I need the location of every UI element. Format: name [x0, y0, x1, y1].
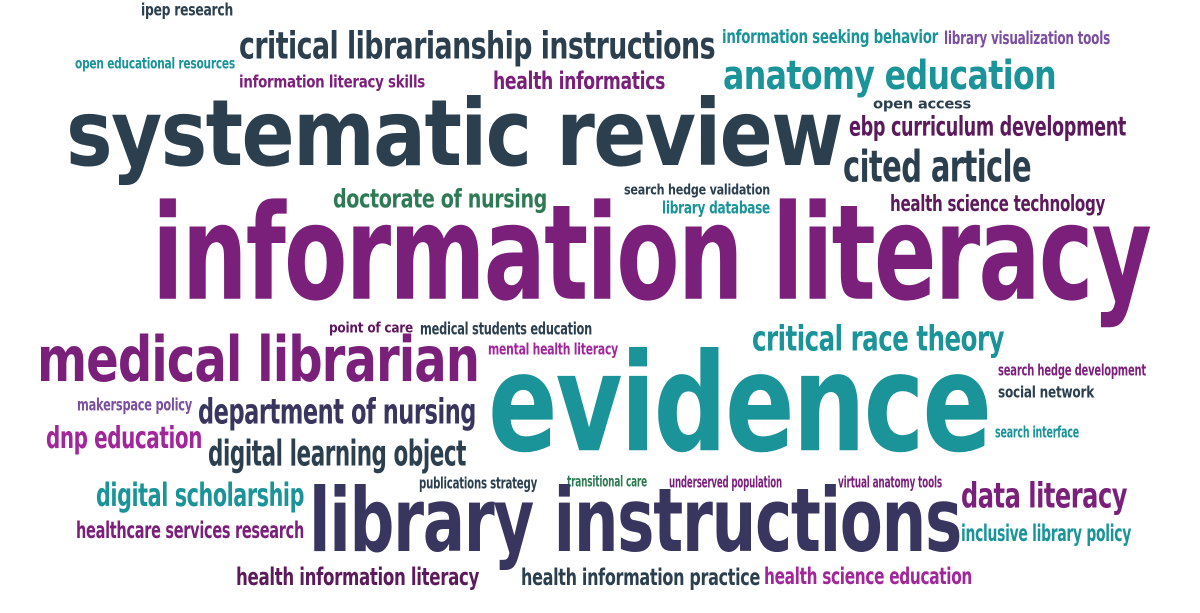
word-open-access: open access — [873, 95, 971, 113]
word-library-instructions: library instructions — [309, 470, 962, 573]
word-ipep-research: ipep research — [141, 0, 233, 20]
word-critical-librarianship-instructions: critical librarianship instructions — [239, 24, 716, 68]
word-dnp-education: dnp education — [46, 420, 202, 456]
word-publications-strategy: publications strategy — [419, 474, 538, 493]
word-health-information-practice: health information practice — [521, 564, 760, 592]
word-social-network: social network — [998, 383, 1095, 402]
word-point-of-care: point of care — [329, 319, 414, 337]
word-open-educational-resources: open educational resources — [75, 54, 235, 73]
word-department-of-nursing: department of nursing — [198, 392, 476, 433]
word-virtual-anatomy-tools: virtual anatomy tools — [838, 473, 943, 492]
word-medical-librarian: medical librarian — [37, 324, 480, 397]
word-library-visualization-tools: library visualization tools — [944, 27, 1111, 49]
word-search-interface: search interface — [995, 423, 1080, 442]
word-transitional-care: transitional care — [567, 472, 647, 491]
word-health-science-technology: health science technology — [890, 190, 1106, 217]
word-cited-article: cited article — [843, 140, 1032, 193]
word-digital-scholarship: digital scholarship — [96, 477, 305, 514]
word-health-informatics: health informatics — [493, 67, 666, 96]
word-inclusive-library-policy: inclusive library policy — [961, 520, 1131, 548]
word-underserved-population: underserved population — [669, 473, 782, 492]
word-information-literacy: information literacy — [152, 176, 1152, 330]
word-health-science-education: health science education — [764, 563, 973, 591]
word-healthcare-services-research: healthcare services research — [76, 517, 304, 545]
word-data-literacy: data literacy — [961, 476, 1128, 517]
word-anatomy-education: anatomy education — [723, 51, 1057, 99]
word-library-database: library database — [662, 198, 771, 218]
word-evidence: evidence — [488, 324, 992, 483]
word-systematic-review: systematic review — [66, 79, 844, 188]
word-critical-race-theory: critical race theory — [752, 319, 1004, 360]
word-ebp-curriculum-development: ebp curriculum development — [849, 111, 1126, 143]
word-search-hedge-validation: search hedge validation — [624, 181, 770, 199]
word-digital-learning-object: digital learning object — [208, 432, 467, 475]
word-health-information-literacy: health information literacy — [236, 563, 480, 592]
word-information-literacy-skills: information literacy skills — [239, 72, 425, 92]
word-makerspace-policy: makerspace policy — [77, 395, 192, 415]
word-doctorate-of-nursing: doctorate of nursing — [333, 183, 548, 214]
word-information-seeking-behavior: information seeking behavior — [722, 26, 939, 49]
word-search-hedge-development: search hedge development — [998, 361, 1147, 380]
word-mental-health-literacy: mental health literacy — [488, 340, 618, 359]
word-medical-students-education: medical students education — [420, 319, 592, 339]
